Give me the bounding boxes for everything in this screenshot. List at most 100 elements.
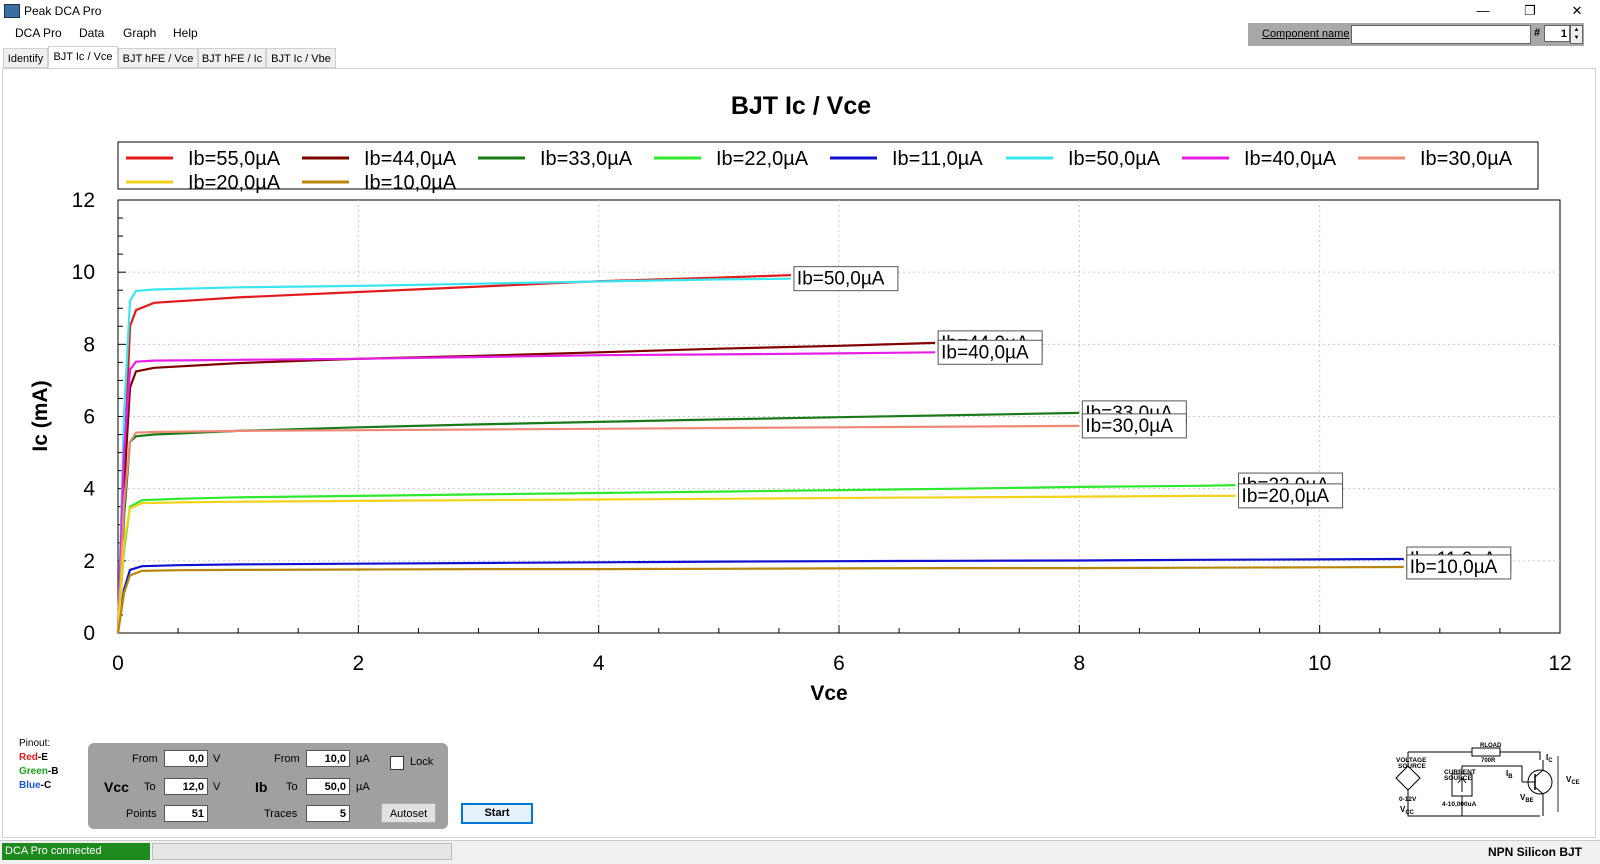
svg-text:Ib=55,0µA: Ib=55,0µA xyxy=(188,148,281,170)
vcc-to-field[interactable]: 12,0 xyxy=(164,778,208,795)
voltage-range-label: 0-12V xyxy=(1399,796,1417,803)
spin-up-icon[interactable]: ▲ xyxy=(1573,27,1580,33)
tab-bjt-ic-vbe[interactable]: BJT Ic / Vbe xyxy=(266,48,336,68)
svg-text:Ib=10,0µA: Ib=10,0µA xyxy=(364,172,457,194)
autoset-button[interactable]: Autoset xyxy=(381,803,436,823)
pin-base: Green-B xyxy=(19,766,59,777)
svg-text:Ib=22,0µA: Ib=22,0µA xyxy=(716,148,809,170)
series-end-label-10: Ib=10,0µA xyxy=(1406,554,1512,580)
maximize-button[interactable]: ❐ xyxy=(1524,3,1536,18)
title-bar: Peak DCA Pro — ❐ ✕ xyxy=(0,0,1600,22)
svg-text:Ib=10,0µA: Ib=10,0µA xyxy=(1410,557,1498,578)
ib-from-unit: µA xyxy=(356,753,370,765)
component-name-input[interactable] xyxy=(1351,25,1531,44)
legend-entry-1: Ib=55,0µA xyxy=(126,148,281,170)
component-number-spinner[interactable]: ▲ ▼ xyxy=(1570,25,1583,44)
progress-bar xyxy=(152,843,452,860)
svg-text:Ib=20,0µA: Ib=20,0µA xyxy=(1242,486,1330,507)
traces-field[interactable]: 5 xyxy=(306,805,350,822)
y-tick-label: 10 xyxy=(72,261,95,284)
svg-text:Ib=44,0µA: Ib=44,0µA xyxy=(364,148,457,170)
menu-graph[interactable]: Graph xyxy=(123,26,157,40)
component-number-label: # xyxy=(1534,27,1541,39)
legend-entry-6: Ib=50,0µA xyxy=(1006,148,1161,170)
component-number-field[interactable]: 1 xyxy=(1544,25,1570,42)
y-tick-label: 8 xyxy=(83,333,95,356)
pin-collector: Blue-C xyxy=(19,780,52,791)
svg-text:Ib=20,0µA: Ib=20,0µA xyxy=(188,172,281,194)
series-end-label-8: Ib=30,0µA xyxy=(1081,413,1187,439)
ib-from-field[interactable]: 10,0 xyxy=(306,750,350,767)
tab-bjt-ic-vce[interactable]: BJT Ic / Vce xyxy=(48,46,118,68)
vcc-from-field[interactable]: 0,0 xyxy=(164,750,208,767)
rload-label: RLOAD xyxy=(1480,743,1502,749)
menu-bar: DCA Pro Data Graph Help xyxy=(0,22,1600,44)
lock-checkbox[interactable] xyxy=(390,756,404,770)
x-tick-label: 6 xyxy=(833,652,845,675)
vcc-to-unit: V xyxy=(213,781,221,793)
ib-to-field[interactable]: 50,0 xyxy=(306,778,350,795)
legend-entry-3: Ib=33,0µA xyxy=(478,148,633,170)
vbe-symbol: VBE xyxy=(1520,793,1534,804)
ib-to-label: To xyxy=(286,781,298,793)
menu-data[interactable]: Data xyxy=(79,26,105,40)
voltage-source-label: VOLTAGE xyxy=(1396,757,1427,764)
tab-bjt-hfe-vce[interactable]: BJT hFE / Vce xyxy=(118,48,198,68)
series-end-label-6: Ib=50,0µA xyxy=(793,266,899,292)
pin-emitter: Red-E xyxy=(19,752,48,763)
svg-text:Ib=11,0µA: Ib=11,0µA xyxy=(892,148,983,170)
svg-text:SOURCE: SOURCE xyxy=(1398,763,1426,770)
chart-legend xyxy=(117,141,1539,190)
pinout-title: Pinout: xyxy=(19,738,51,749)
x-tick-label: 12 xyxy=(1548,652,1571,675)
svg-text:Ib=40,0µA: Ib=40,0µA xyxy=(941,342,1029,363)
series-line-5 xyxy=(116,557,1404,634)
series-line-10 xyxy=(116,565,1404,634)
y-axis-label: Ic (mA) xyxy=(29,380,52,451)
ib-symbol: IB xyxy=(1506,769,1513,780)
component-panel: Component name # 1 ▲ ▼ xyxy=(1248,23,1584,46)
vce-symbol: VCE xyxy=(1566,775,1580,786)
vcc-symbol: VCC xyxy=(1400,805,1415,816)
y-tick-label: 2 xyxy=(83,550,95,573)
test-circuit-diagram: VOLTAGE SOURCE 0-12V VCC CURRENT SOURCE … xyxy=(1395,743,1580,817)
x-tick-label: 2 xyxy=(352,652,364,675)
svg-text:Ib=33,0µA: Ib=33,0µA xyxy=(540,148,633,170)
sweep-control-panel: From 0,0 V Vcc To 12,0 V Points 51 From … xyxy=(88,743,448,829)
start-button[interactable]: Start xyxy=(461,803,533,824)
menu-dca-pro[interactable]: DCA Pro xyxy=(15,26,62,40)
window-title: Peak DCA Pro xyxy=(24,4,102,18)
svg-text:Ib=30,0µA: Ib=30,0µA xyxy=(1085,416,1173,437)
series-line-9 xyxy=(116,494,1236,634)
pinout: Pinout: Red-E Green-B Blue-C xyxy=(19,737,58,793)
minimize-button[interactable]: — xyxy=(1476,3,1490,18)
app-icon xyxy=(4,4,20,18)
x-tick-label: 10 xyxy=(1308,652,1331,675)
tab-bjt-hfe-ic[interactable]: BJT hFE / Ic xyxy=(198,48,266,68)
legend-entry-4: Ib=22,0µA xyxy=(654,148,809,170)
rload-value-label: 700R xyxy=(1481,758,1496,764)
series-end-label-9: Ib=20,0µA xyxy=(1238,483,1344,509)
series-line-2 xyxy=(116,341,936,634)
ib-from-label: From xyxy=(274,753,300,765)
close-button[interactable]: ✕ xyxy=(1571,3,1583,18)
ib-label: Ib xyxy=(255,779,268,795)
lock-label: Lock xyxy=(410,756,434,768)
points-field[interactable]: 51 xyxy=(164,805,208,822)
current-source-label: CURRENT xyxy=(1444,769,1476,776)
traces-label: Traces xyxy=(264,808,298,820)
chart-title: BJT Ic / Vce xyxy=(731,92,871,120)
legend-entry-5: Ib=11,0µA xyxy=(830,148,983,170)
vcc-label: Vcc xyxy=(104,779,129,795)
x-tick-label: 0 xyxy=(112,652,124,675)
tab-content: BJT Ic / Vce Ib=55,0µA Ib=44,0µA Ib=33,0µA… xyxy=(2,68,1596,838)
device-type-label: NPN Silicon BJT xyxy=(1487,845,1582,859)
rload-resistor-icon xyxy=(1471,747,1501,757)
tab-identify[interactable]: Identify xyxy=(3,48,48,68)
spin-down-icon[interactable]: ▼ xyxy=(1573,35,1580,41)
voltage-source-icon xyxy=(1395,765,1421,791)
component-name-label[interactable]: Component name xyxy=(1262,28,1350,40)
connection-status: DCA Pro connected xyxy=(2,843,150,860)
legend-entry-2: Ib=44,0µA xyxy=(302,148,457,170)
menu-help[interactable]: Help xyxy=(173,26,198,40)
